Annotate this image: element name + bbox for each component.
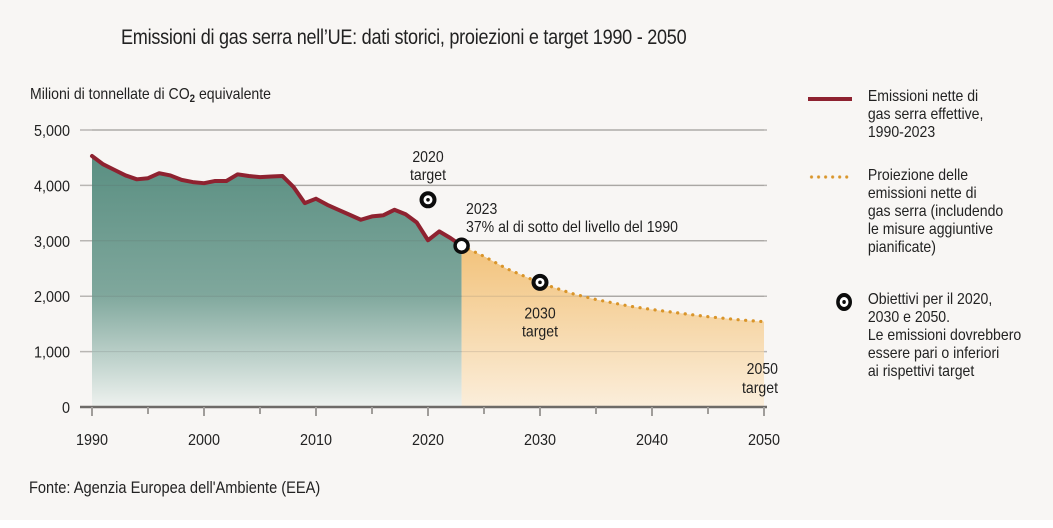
y-axis-label-subscript: 2 — [189, 93, 196, 105]
target-label-2030-year: 2030 — [524, 305, 555, 323]
x-tick-label: 2030 — [524, 431, 556, 449]
target-label-2050-year: 2050 — [747, 360, 778, 378]
x-tick-label: 2010 — [300, 431, 332, 449]
legend-line: Proiezione delle — [867, 167, 969, 184]
y-tick-label: 2,000 — [34, 289, 70, 307]
y-tick-label: 3,000 — [34, 233, 70, 251]
legend-line: le misure aggiuntive — [867, 221, 994, 238]
y-axis-label-prefix: Milioni di tonnellate di CO — [30, 86, 190, 103]
target-label-2030-text: target — [522, 323, 559, 341]
legend-line: gas serra effettive, — [867, 106, 984, 123]
target-markers — [419, 191, 549, 291]
y-axis-label: Milioni di tonnellate di CO2 equivalente — [30, 86, 271, 105]
legend-text-historic: Emissioni nette di gas serra effettive, … — [868, 88, 1053, 142]
series-lines — [90, 154, 766, 324]
legend-line: ai rispettivi target — [867, 363, 975, 380]
x-tick-label: 1990 — [76, 431, 108, 449]
source-note: Fonte: Agenzia Europea dell'Ambiente (EE… — [29, 478, 321, 497]
legend-line: essere pari o inferiori — [867, 345, 1000, 362]
annotation-2023-year: 2023 — [466, 200, 497, 218]
historic-area — [92, 156, 462, 407]
projection-line — [460, 244, 766, 324]
target-marker-icon — [836, 293, 852, 311]
y-tick-label: 0 — [62, 399, 70, 417]
projection-area — [461, 245, 764, 407]
legend-line: 2030 e 2050. — [867, 309, 951, 326]
x-tick-label: 2040 — [636, 431, 668, 449]
legend-line: Emissioni nette di — [867, 88, 979, 105]
y-tick-label: 4,000 — [34, 178, 70, 196]
x-tick-label: 2000 — [188, 431, 220, 449]
legend-text-targets: Obiettivi per il 2020, 2030 e 2050. Le e… — [868, 291, 1053, 381]
legend-text-projection: Proiezione delle emissioni nette di gas … — [868, 167, 1053, 257]
target-label-2050-text: target — [742, 379, 779, 397]
legend-line: emissioni nette di — [867, 185, 977, 202]
historic-line — [90, 154, 464, 248]
legend-line: gas serra (includendo — [867, 203, 1004, 220]
y-tick-label: 1,000 — [34, 344, 70, 362]
target-marker-dot-2020 — [426, 198, 430, 202]
legend-swatch-solid-line — [808, 97, 852, 101]
y-axis-label-suffix: equivalente — [195, 86, 271, 103]
target-label-2020-year: 2020 — [412, 148, 443, 166]
y-tick-label: 5,000 — [34, 122, 70, 140]
annotation-2023-text: 37% al di sotto del livello del 1990 — [466, 218, 678, 236]
chart-title: Emissioni di gas serra nell’UE: dati sto… — [121, 26, 687, 49]
chart-labels: 0 1,000 2,000 3,000 4,000 5,000 1990 2000 2010 20… — [34, 122, 780, 449]
x-tick-label: 2020 — [412, 431, 444, 449]
legend-line: Obiettivi per il 2020, — [867, 291, 993, 308]
legend-line: pianificate) — [867, 239, 936, 256]
marker-2023 — [453, 237, 470, 255]
legend-swatch-dotted-line — [808, 175, 852, 179]
legend-line: 1990-2023 — [867, 124, 936, 141]
axes — [80, 405, 767, 416]
target-marker-dot-2030 — [538, 280, 542, 285]
x-tick-label: 2050 — [748, 431, 780, 449]
target-label-2020-text: target — [410, 166, 447, 184]
legend-line: Le emissioni dovrebbero — [867, 327, 1022, 344]
